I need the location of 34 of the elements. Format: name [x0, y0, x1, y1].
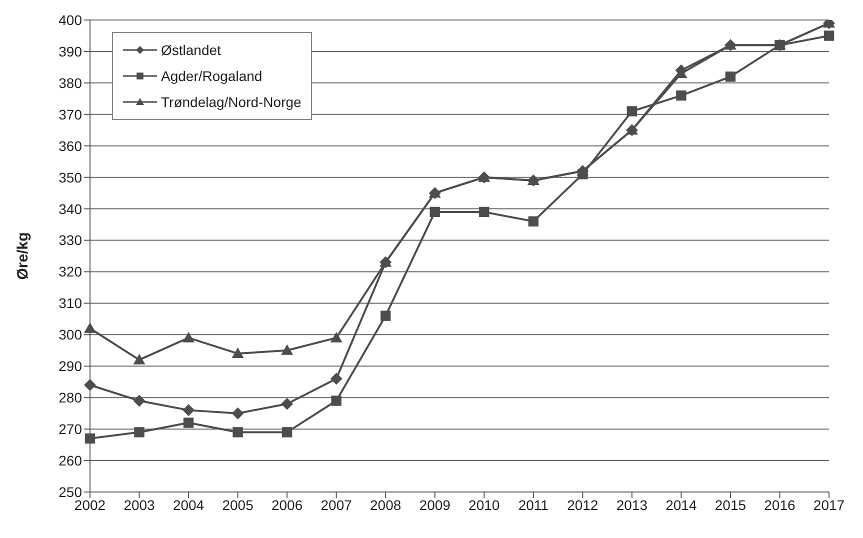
x-tick-label: 2005 [222, 496, 254, 513]
y-tick-label: 330 [58, 232, 82, 248]
x-tick-label: 2009 [419, 496, 451, 513]
y-tick-label: 310 [58, 295, 82, 312]
x-tick-label: 2010 [468, 496, 500, 513]
y-tick-label: 280 [58, 390, 82, 406]
y-tick-label: 370 [58, 106, 82, 122]
x-tick-label: 2017 [813, 496, 845, 513]
legend-label: Østlandet [161, 41, 221, 60]
x-tick-label: 2007 [320, 496, 352, 513]
x-tick-label: 2004 [172, 496, 204, 513]
legend-label: Agder/Rogaland [161, 67, 262, 86]
y-tick-label: 400 [58, 12, 82, 28]
y-tick-label: 300 [58, 326, 82, 343]
x-tick-label: 2011 [518, 496, 549, 513]
y-tick-label: 390 [58, 43, 82, 60]
x-tick-label: 2016 [764, 496, 796, 513]
y-tick-label: 380 [58, 74, 82, 91]
x-tick-label: 2014 [666, 496, 697, 513]
x-tick-label: 2012 [567, 496, 598, 513]
x-tick-label: 2008 [370, 496, 402, 513]
y-axis-title: Øre/kg [14, 232, 32, 280]
x-tick-label: 2013 [616, 496, 648, 513]
x-tick-label: 2006 [271, 496, 303, 513]
y-tick-label: 270 [58, 421, 82, 438]
y-tick-label: 350 [58, 169, 82, 186]
y-tick-label: 340 [58, 200, 82, 217]
y-tick-label: 260 [58, 452, 82, 469]
y-tick-label: 320 [58, 264, 82, 280]
legend-label: Trøndelag/Nord-Norge [161, 93, 302, 112]
x-tick-label: 2015 [714, 496, 746, 513]
x-tick-label: 2003 [124, 496, 156, 513]
y-tick-label: 360 [58, 138, 82, 154]
y-tick-label: 290 [58, 358, 82, 374]
